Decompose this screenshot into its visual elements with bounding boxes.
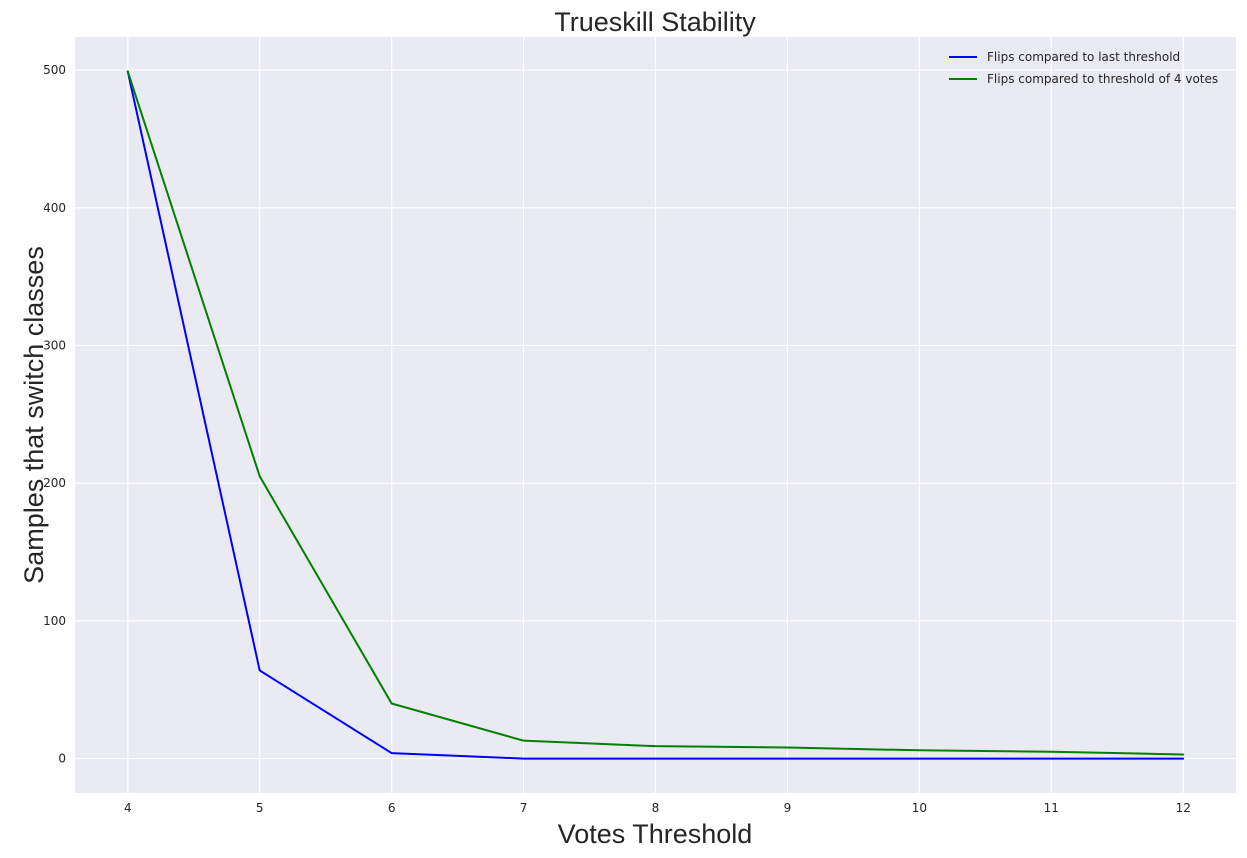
y-tick-label: 300 <box>43 338 66 352</box>
x-tick-label: 9 <box>784 801 792 815</box>
y-axis-title: Samples that switch classes <box>19 246 49 584</box>
x-tick-label: 11 <box>1044 801 1059 815</box>
x-tick-label: 10 <box>912 801 927 815</box>
x-tick-label: 12 <box>1176 801 1191 815</box>
x-tick-label: 6 <box>388 801 396 815</box>
x-tick-label: 4 <box>124 801 132 815</box>
y-tick-label: 400 <box>43 201 66 215</box>
legend-label: Flips compared to threshold of 4 votes <box>987 72 1218 86</box>
x-axis-title: Votes Threshold <box>558 819 753 849</box>
y-axis-ticks: 0 100 200 300 400 500 <box>43 63 66 766</box>
x-tick-label: 7 <box>520 801 528 815</box>
chart-title: Trueskill Stability <box>554 7 756 37</box>
y-tick-label: 0 <box>58 752 66 766</box>
x-tick-label: 8 <box>652 801 660 815</box>
y-tick-label: 500 <box>43 63 66 77</box>
x-tick-label: 5 <box>256 801 264 815</box>
y-tick-label: 200 <box>43 476 66 490</box>
series-line-1 <box>126 70 1185 760</box>
series-lines <box>126 70 1185 760</box>
legend: Flips compared to last threshold Flips co… <box>949 50 1218 86</box>
series-line-2 <box>126 70 1185 756</box>
y-tick-label: 100 <box>43 614 66 628</box>
x-axis-ticks: 4 5 6 7 8 9 10 11 12 <box>124 801 1191 815</box>
legend-label: Flips compared to last threshold <box>987 50 1180 64</box>
